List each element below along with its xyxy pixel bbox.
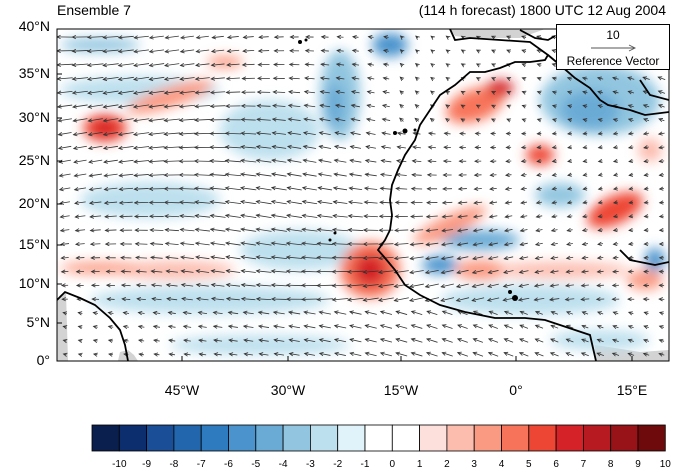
axis-ticks — [57, 28, 633, 362]
lon-tick: 15°E — [616, 382, 648, 398]
colorbar-swatch — [446, 424, 475, 452]
colorbar-swatch — [528, 424, 557, 452]
colorbar-tick-label: 8 — [607, 459, 614, 470]
colorbar-tick-label: -6 — [224, 459, 233, 470]
lat-tick: 5°N — [26, 314, 51, 330]
lon-tick: 30°W — [270, 382, 306, 398]
colorbar-tick-label: -3 — [305, 459, 315, 470]
colorbar-swatch — [146, 424, 175, 452]
colorbar-tick-label: -10 — [112, 459, 127, 470]
ensemble-title: Ensemble 7 — [57, 2, 131, 18]
colorbar-swatch — [610, 424, 639, 452]
colorbar-tick-label: 0 — [389, 459, 396, 470]
colorbar — [91, 424, 666, 452]
colorbar-swatch — [337, 424, 366, 452]
colorbar-swatch — [364, 424, 393, 452]
lon-tick: 15°W — [383, 382, 419, 398]
colorbar-swatch — [309, 424, 339, 452]
colorbar-swatch — [583, 424, 612, 452]
colorbar-tick-label: -2 — [333, 459, 343, 470]
colorbar-swatch — [255, 424, 284, 452]
lon-tick: 0° — [509, 382, 523, 398]
lat-tick: 25°N — [18, 152, 50, 168]
colorbar-swatch — [555, 424, 584, 452]
lat-tick: 30°N — [18, 109, 50, 125]
reference-vector-legend: 10 Reference Vector — [556, 24, 670, 70]
lat-tick: 0° — [36, 352, 50, 368]
colorbar-swatch — [118, 424, 148, 452]
colorbar-tick-label: 1 — [416, 459, 423, 470]
colorbar-swatch — [637, 424, 666, 452]
islands — [298, 38, 518, 301]
colorbar-tick-label: -9 — [142, 459, 152, 470]
colorbar-tick-label: 4 — [498, 459, 505, 470]
colorbar-tick-label: 9 — [635, 459, 641, 470]
colorbar-tick-label: -5 — [251, 459, 261, 470]
colorbar-swatch — [91, 424, 120, 452]
forecast-time-title: (114 h forecast) 1800 UTC 12 Aug 2004 — [418, 2, 666, 18]
plot-border — [56, 28, 670, 362]
colorbar-tick-label: 3 — [471, 459, 477, 470]
plot-area — [57, 29, 669, 361]
lat-tick: 15°N — [18, 236, 50, 252]
colorbar-swatch — [419, 424, 448, 452]
colorbar-swatch — [501, 424, 530, 452]
lon-tick: 45°W — [164, 382, 200, 398]
colorbar-tick-label: 10 — [659, 459, 671, 470]
lat-tick: 40°N — [18, 18, 50, 34]
colorbar-swatch — [282, 424, 311, 452]
colorbar-tick-label: 5 — [526, 459, 532, 470]
colorbar-tick-label: 6 — [553, 459, 559, 470]
colorbar-tick-label: -4 — [278, 459, 288, 470]
colorbar-swatch — [391, 424, 420, 452]
colorbar-tick-label: -8 — [169, 459, 179, 470]
reference-vector-magnitude: 10 — [606, 28, 620, 42]
colorbar-swatch — [173, 424, 202, 452]
colorbar-swatch — [228, 424, 257, 452]
lat-tick: 20°N — [18, 195, 50, 211]
colorbar-tick-label: -1 — [360, 459, 370, 470]
colorbar-tick-label: -7 — [196, 459, 206, 470]
reference-arrow-icon — [591, 44, 637, 52]
reference-vector-label: Reference Vector — [566, 54, 660, 68]
colorbar-swatch — [473, 424, 502, 452]
anomaly-shading — [60, 33, 665, 355]
colorbar-swatch — [200, 424, 229, 452]
colorbar-tick-label: 2 — [444, 459, 450, 470]
colorbar-tick-label: 7 — [580, 459, 587, 470]
lat-tick: 10°N — [18, 275, 50, 291]
lat-tick: 35°N — [18, 65, 50, 81]
